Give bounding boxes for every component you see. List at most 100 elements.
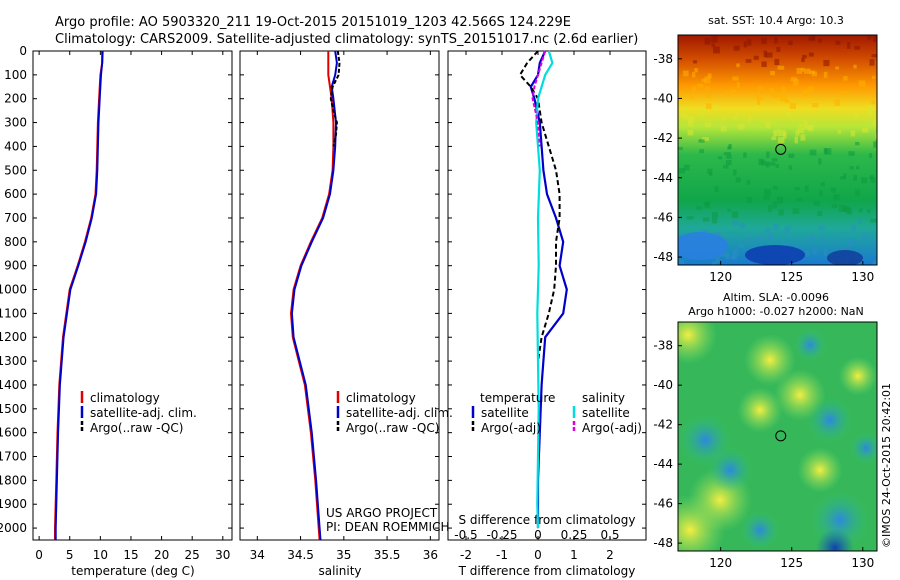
depth-tick-label: 1400 <box>0 378 27 392</box>
lon-tick-label: 125 <box>780 270 803 284</box>
lat-tick-label: -46 <box>653 497 673 511</box>
depth-tick-label: 1800 <box>0 473 27 487</box>
x-tick-label: 30 <box>215 548 230 562</box>
lat-tick-label: -40 <box>653 91 673 105</box>
legend-label-s-argo: Argo(-adj) <box>582 421 642 435</box>
series-line <box>54 50 104 540</box>
s-tick-label: 0 <box>534 528 542 542</box>
series-line <box>54 51 104 540</box>
x-tick-label: 10 <box>93 548 108 562</box>
depth-tick-label: 1600 <box>0 426 27 440</box>
project-annotation: US ARGO PROJECT <box>326 506 438 520</box>
depth-tick-label: 900 <box>4 259 27 273</box>
depth-tick-label: 200 <box>4 92 27 106</box>
temperature-panel-frame <box>32 50 233 541</box>
sla-heatmap <box>678 322 877 551</box>
s-difference-axis-label: S difference from climatology <box>459 513 636 527</box>
x-tick-label: 25 <box>185 548 200 562</box>
lat-tick-label: -44 <box>653 457 673 471</box>
sst-map-axes: 120 125 130 -38 -40 -42 -44 -46 -48 <box>653 52 874 284</box>
legend-title-temperature: temperature <box>480 391 555 405</box>
difference-legend: temperature salinity satellite Argo(-adj… <box>471 391 642 435</box>
x-tick-label: 34 <box>250 548 265 562</box>
x-tick-label: 34.5 <box>287 548 314 562</box>
depth-tick-label: 1200 <box>0 330 27 344</box>
difference-series <box>519 50 568 529</box>
sst-map-title: sat. SST: 10.4 Argo: 10.3 <box>708 14 844 27</box>
legend-label-climatology: climatology <box>346 391 416 405</box>
temperature-legend: climatology satellite-adj. clim. Argo(..… <box>80 391 197 435</box>
lat-tick-label: -42 <box>653 131 673 145</box>
depth-tick-label: 600 <box>4 187 27 201</box>
lat-tick-label: -48 <box>653 250 673 264</box>
depth-tick-label: 1500 <box>0 402 27 416</box>
depth-axis: 0 100 200 300 400 500 600 700 800 900 1000 1100 1200… <box>0 44 646 535</box>
difference-x-axis: -2 -1 0 1 2 <box>460 51 614 562</box>
lat-tick-label: -48 <box>653 536 673 550</box>
depth-tick-label: 400 <box>4 139 27 153</box>
x-tick-label: 20 <box>154 548 169 562</box>
series-line <box>329 50 341 147</box>
depth-tick-label: 300 <box>4 116 27 130</box>
sla-map-title: Altim. SLA: -0.0096 <box>723 291 829 304</box>
legend-label-argo: Argo(..raw -QC) <box>346 421 439 435</box>
depth-tick-label: 0 <box>19 44 27 58</box>
x-tick-label: 1 <box>570 548 578 562</box>
lat-tick-label: -38 <box>653 339 673 353</box>
sst-heatmap <box>678 35 877 265</box>
temperature-series <box>54 50 104 540</box>
depth-tick-label: 1900 <box>0 497 27 511</box>
x-tick-label: 35.5 <box>374 548 401 562</box>
legend-label-climatology: climatology <box>90 391 160 405</box>
series-line <box>535 50 554 529</box>
depth-tick-label: 700 <box>4 211 27 225</box>
sla-map-subtitle: Argo h1000: -0.027 h2000: NaN <box>688 305 864 318</box>
salinity-axis-label: salinity <box>318 564 361 578</box>
sla-map-axes: 120 125 130 -38 -40 -42 -44 -46 -48 <box>653 339 874 570</box>
series-line <box>519 50 561 362</box>
t-difference-axis-label: T difference from climatology <box>458 564 636 578</box>
temperature-x-axis: 0 5 10 15 20 25 30 <box>35 51 230 562</box>
lat-tick-label: -44 <box>653 171 673 185</box>
salinity-series <box>290 50 341 541</box>
salinity-x-axis: 34 34.5 35 35.5 36 <box>250 51 438 562</box>
s-tick-label: 0.5 <box>600 528 619 542</box>
depth-tick-label: 1100 <box>0 306 27 320</box>
salinity-difference-axis: -0.5 -0.25 0 0.25 0.5 <box>454 528 619 542</box>
s-tick-label: 0.25 <box>561 528 588 542</box>
legend-label-argo: Argo(..raw -QC) <box>90 421 183 435</box>
series-line <box>290 51 335 541</box>
figure-title-line1: Argo profile: AO 5903320_211 19-Oct-2015… <box>55 15 571 30</box>
lon-tick-label: 120 <box>709 556 732 570</box>
series-line <box>531 50 547 147</box>
series-line <box>529 50 568 529</box>
salinity-panel-frame <box>239 50 440 541</box>
lat-tick-label: -46 <box>653 210 673 224</box>
series-line <box>290 50 338 541</box>
legend-label-satellite: satellite-adj. clim. <box>90 406 197 420</box>
lat-tick-label: -38 <box>653 52 673 66</box>
legend-label-t-satellite: satellite <box>481 406 529 420</box>
salinity-legend: climatology satellite-adj. clim. Argo(..… <box>336 391 453 435</box>
x-tick-label: -2 <box>460 548 472 562</box>
legend-label-s-satellite: satellite <box>582 406 630 420</box>
x-tick-label: -1 <box>496 548 508 562</box>
x-tick-label: 2 <box>606 548 614 562</box>
imos-credit: ©IMOS 24-Oct-2015 20:42:01 <box>880 383 893 548</box>
legend-title-salinity: salinity <box>582 391 625 405</box>
lat-tick-label: -40 <box>653 378 673 392</box>
temperature-axis-label: temperature (deg C) <box>71 564 194 578</box>
difference-panel-frame <box>447 50 647 541</box>
argo-location-marker <box>775 430 787 442</box>
depth-tick-label: 100 <box>4 68 27 82</box>
s-tick-label: -0.5 <box>454 528 477 542</box>
figure-title-line2: Climatology: CARS2009. Satellite-adjuste… <box>55 32 638 47</box>
lon-tick-label: 130 <box>851 556 874 570</box>
x-tick-label: 15 <box>123 548 138 562</box>
lat-tick-label: -42 <box>653 418 673 432</box>
s-tick-label: -0.25 <box>486 528 517 542</box>
depth-tick-label: 800 <box>4 235 27 249</box>
legend-label-t-argo: Argo(-adj) <box>481 421 541 435</box>
lon-tick-label: 130 <box>851 270 874 284</box>
